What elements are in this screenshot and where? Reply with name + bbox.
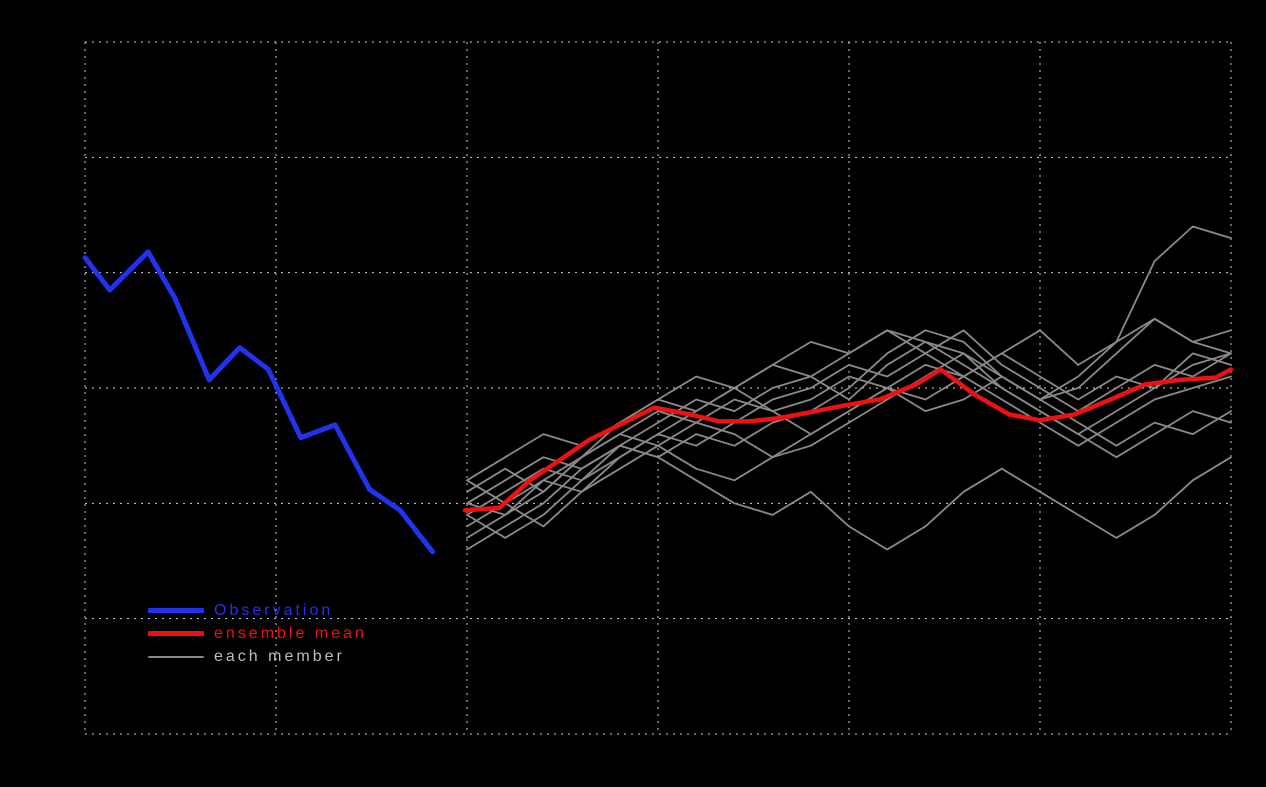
legend-line-each-member: [148, 655, 204, 658]
chart-legend: Observation ensemble mean each member: [148, 601, 367, 666]
legend-line-observation: [148, 608, 204, 613]
legend-label-each-member: each member: [214, 647, 345, 665]
legend-item-observation: Observation: [148, 601, 367, 620]
ensemble-member-line: [466, 352, 1232, 493]
ensemble-member-line: [466, 329, 1232, 528]
observation-line: [82, 249, 436, 555]
ensemble-member-line: [466, 317, 1232, 516]
legend-item-ensemble-mean: ensemble mean: [148, 624, 367, 643]
ensemble-member-line: [466, 352, 1232, 528]
legend-line-ensemble-mean: [148, 631, 204, 636]
ensemble-mean-line: [462, 367, 1234, 513]
ensemble-member-line: [466, 444, 1232, 551]
legend-label-observation: Observation: [214, 601, 334, 619]
legend-item-each-member: each member: [148, 647, 367, 666]
ensemble-member-line: [466, 375, 1232, 539]
legend-label-ensemble-mean: ensemble mean: [214, 624, 367, 642]
